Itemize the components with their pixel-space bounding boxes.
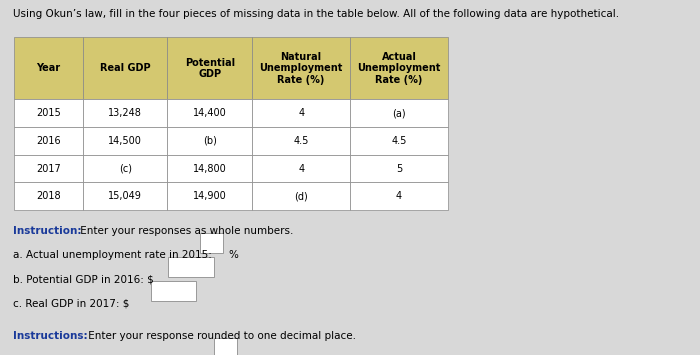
Text: 14,900: 14,900 [193,191,227,201]
Bar [252,99,350,127]
Text: 2017: 2017 [36,164,61,174]
Text: 13,248: 13,248 [108,108,142,118]
Text: Natural
Unemployment
Rate (%): Natural Unemployment Rate (%) [260,52,343,85]
Text: 4: 4 [298,164,304,174]
Text: a. Actual unemployment rate in 2015:: a. Actual unemployment rate in 2015: [13,250,211,260]
Text: 2016: 2016 [36,136,61,146]
Text: (a): (a) [392,108,406,118]
Text: Instructions:: Instructions: [13,331,87,341]
Bar [14,127,83,155]
Bar [350,99,448,127]
Text: Real GDP: Real GDP [100,63,150,73]
Bar [83,99,167,127]
Text: 2015: 2015 [36,108,61,118]
Text: 4.5: 4.5 [293,136,309,146]
Bar [167,37,252,99]
Text: 4: 4 [298,108,304,118]
Text: (d): (d) [294,191,308,201]
Bar [252,155,350,182]
Bar [252,37,350,99]
Text: c. Real GDP in 2017: $: c. Real GDP in 2017: $ [13,299,129,308]
Bar [150,281,196,301]
Bar [350,127,448,155]
Bar [83,127,167,155]
Bar [167,127,252,155]
Bar [167,99,252,127]
Bar [214,338,237,355]
Text: Potential
GDP: Potential GDP [185,58,235,79]
Bar [252,182,350,210]
Bar [14,155,83,182]
Text: Year: Year [36,63,60,73]
Text: Enter your response rounded to one decimal place.: Enter your response rounded to one decim… [85,331,356,341]
Text: 15,049: 15,049 [108,191,142,201]
Bar [83,182,167,210]
Bar [83,37,167,99]
Text: 5: 5 [396,164,402,174]
Bar [167,155,252,182]
Bar [167,182,252,210]
Text: Actual
Unemployment
Rate (%): Actual Unemployment Rate (%) [358,52,441,85]
Text: Enter your responses as whole numbers.: Enter your responses as whole numbers. [77,226,293,236]
Text: Instruction:: Instruction: [13,226,81,236]
Text: %: % [228,250,238,260]
Bar [350,155,448,182]
Bar [168,257,214,277]
Text: Using Okun’s law, fill in the four pieces of missing data in the table below. Al: Using Okun’s law, fill in the four piece… [13,9,619,19]
Bar [350,182,448,210]
Text: 14,800: 14,800 [193,164,227,174]
Bar [14,99,83,127]
Bar [14,37,83,99]
Text: 14,400: 14,400 [193,108,227,118]
Text: b. Potential GDP in 2016: $: b. Potential GDP in 2016: $ [13,274,153,284]
Text: (c): (c) [118,164,132,174]
Bar [14,182,83,210]
Bar [350,37,448,99]
Text: 4: 4 [396,191,402,201]
Text: 14,500: 14,500 [108,136,142,146]
Bar [199,233,223,253]
Text: (b): (b) [203,136,217,146]
Bar [252,127,350,155]
Bar [83,155,167,182]
Text: 4.5: 4.5 [391,136,407,146]
Text: 2018: 2018 [36,191,61,201]
